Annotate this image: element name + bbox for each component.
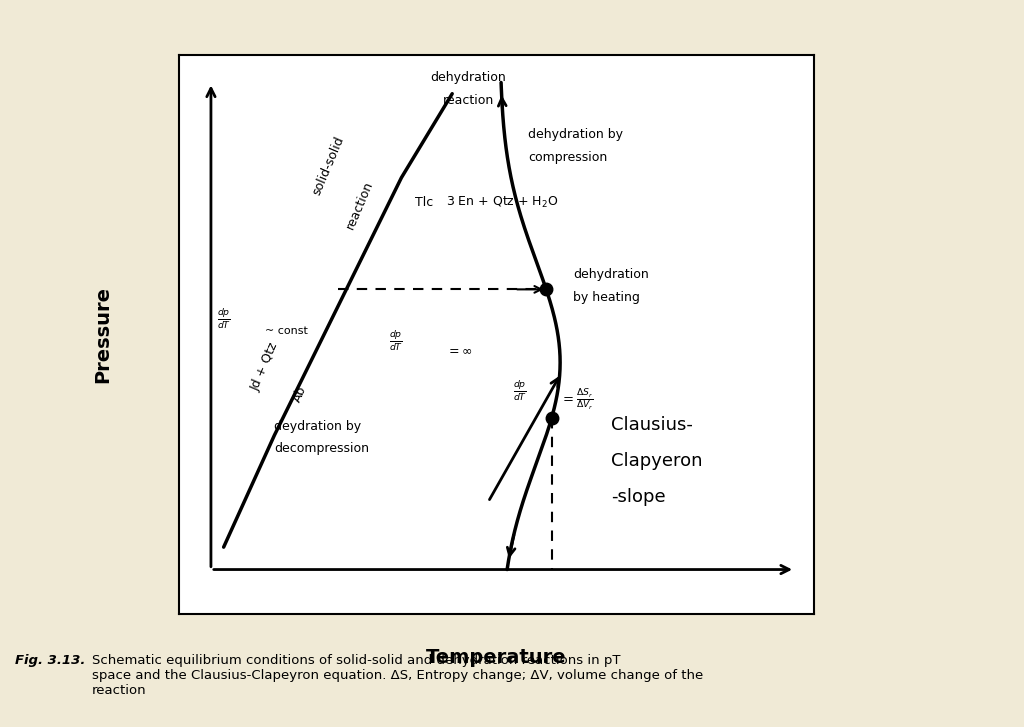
Text: solid-solid: solid-solid	[310, 134, 347, 198]
Text: Pressure: Pressure	[93, 286, 113, 383]
Text: Fig. 3.13.: Fig. 3.13.	[15, 654, 86, 667]
Text: by heating: by heating	[572, 291, 640, 304]
Text: Temperature: Temperature	[426, 648, 567, 667]
Text: 3 En + Qtz + H$_2$O: 3 En + Qtz + H$_2$O	[445, 195, 558, 210]
Text: ~ const: ~ const	[265, 326, 308, 337]
Text: dehydration by: dehydration by	[528, 129, 624, 142]
Text: dehydration: dehydration	[430, 71, 506, 84]
Text: compression: compression	[528, 151, 607, 164]
Text: Clausius-: Clausius-	[611, 416, 693, 433]
Text: $\frac{dp}{dT}$: $\frac{dp}{dT}$	[389, 329, 402, 353]
Text: Jd + Qtz: Jd + Qtz	[249, 341, 282, 393]
Text: $\frac{dp}{dT}$: $\frac{dp}{dT}$	[217, 307, 231, 331]
Text: reaction: reaction	[344, 179, 376, 231]
Text: Tlc: Tlc	[415, 196, 433, 209]
Text: decompression: decompression	[274, 442, 370, 455]
Text: Clapyeron: Clapyeron	[611, 452, 702, 470]
Text: dehydration: dehydration	[572, 268, 648, 281]
Text: $= \frac{\Delta S_r}{\Delta V_r}$: $= \frac{\Delta S_r}{\Delta V_r}$	[560, 388, 594, 414]
Text: deydration by: deydration by	[274, 419, 361, 433]
Text: Ab: Ab	[291, 385, 308, 405]
Text: $\frac{dp}{dT}$: $\frac{dp}{dT}$	[512, 379, 526, 403]
Text: -slope: -slope	[611, 489, 666, 507]
Text: Schematic equilibrium conditions of solid-solid and dehydration reactions in pT
: Schematic equilibrium conditions of soli…	[92, 654, 703, 697]
Text: $= \infty$: $= \infty$	[445, 344, 472, 357]
Text: reaction: reaction	[442, 94, 494, 107]
